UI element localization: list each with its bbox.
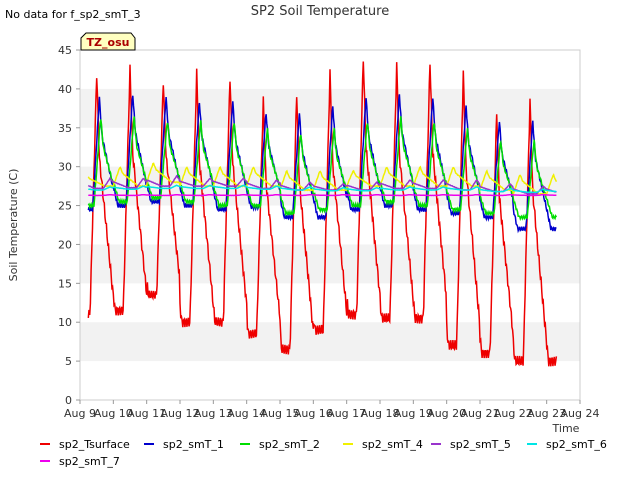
y-tick-label: 35 (58, 122, 72, 135)
series-line-sp2-Tsurface (87, 61, 558, 367)
grid-band (80, 322, 580, 362)
x-tick-label: Aug 23 (527, 407, 566, 420)
legend-label: sp2_smT_7 (59, 455, 120, 468)
x-tick-label: Aug 10 (94, 407, 133, 420)
legend: sp2_Tsurface sp2_smT_1 sp2_smT_2 sp2_smT_4 s… (40, 438, 607, 468)
x-tick-label: Aug 12 (161, 407, 200, 420)
y-tick-label: 20 (58, 238, 72, 251)
chart-title: SP2 Soil Temperature (251, 4, 389, 19)
x-axis-title: Time (552, 422, 580, 435)
x-tick-label: Aug 20 (427, 407, 466, 420)
legend-label: sp2_smT_4 (362, 438, 423, 451)
x-tick-label: Aug 9 (64, 407, 96, 420)
plot-frame (79, 49, 581, 401)
y-axis-title: Soil Temperature (C) (7, 169, 20, 282)
grid-band (80, 244, 580, 284)
x-tick-label: Aug 16 (294, 407, 333, 420)
x-tick-label: Aug 17 (327, 407, 366, 420)
series-line-sp2-smT-7 (88, 193, 557, 197)
x-tick-label: Aug 21 (461, 407, 500, 420)
series-line-sp2-smT-5 (87, 174, 557, 195)
x-tick-label: Aug 11 (127, 407, 166, 420)
series-lines (87, 61, 558, 367)
series-line-sp2-smT-2 (87, 116, 558, 222)
y-tick-label: 45 (58, 44, 72, 57)
x-tick-label: Aug 15 (261, 407, 300, 420)
site-badge: TZ_osu (80, 32, 136, 51)
y-tick-label: 0 (65, 394, 72, 407)
x-tick-label: Aug 24 (561, 407, 600, 420)
series-line-sp2-smT-6 (88, 184, 557, 194)
legend-label: sp2_smT_1 (163, 438, 224, 451)
series-line-sp2-smT-4 (87, 162, 558, 196)
x-tick-label: Aug 13 (194, 407, 233, 420)
legend-label: sp2_smT_2 (259, 438, 320, 451)
y-tick-label: 15 (58, 277, 72, 290)
site-badge-label: TZ_osu (87, 36, 130, 49)
legend-label: sp2_smT_5 (450, 438, 511, 451)
y-tick-label: 10 (58, 316, 72, 329)
legend-label: sp2_Tsurface (59, 438, 130, 451)
x-tick-label: Aug 19 (394, 407, 433, 420)
y-tick-label: 30 (58, 161, 72, 174)
grid-bands (80, 88, 580, 362)
x-tick-label: Aug 18 (361, 407, 400, 420)
y-tick-label: 25 (58, 200, 72, 213)
x-tick-label: Aug 14 (227, 407, 266, 420)
x-tick-label: Aug 22 (494, 407, 533, 420)
no-data-note: No data for f_sp2_smT_3 (5, 8, 141, 21)
y-axis: 0 5 10 15 20 25 30 35 40 45 (58, 44, 80, 407)
legend-label: sp2_smT_6 (546, 438, 607, 451)
y-tick-label: 40 (58, 83, 72, 96)
y-tick-label: 5 (65, 355, 72, 368)
